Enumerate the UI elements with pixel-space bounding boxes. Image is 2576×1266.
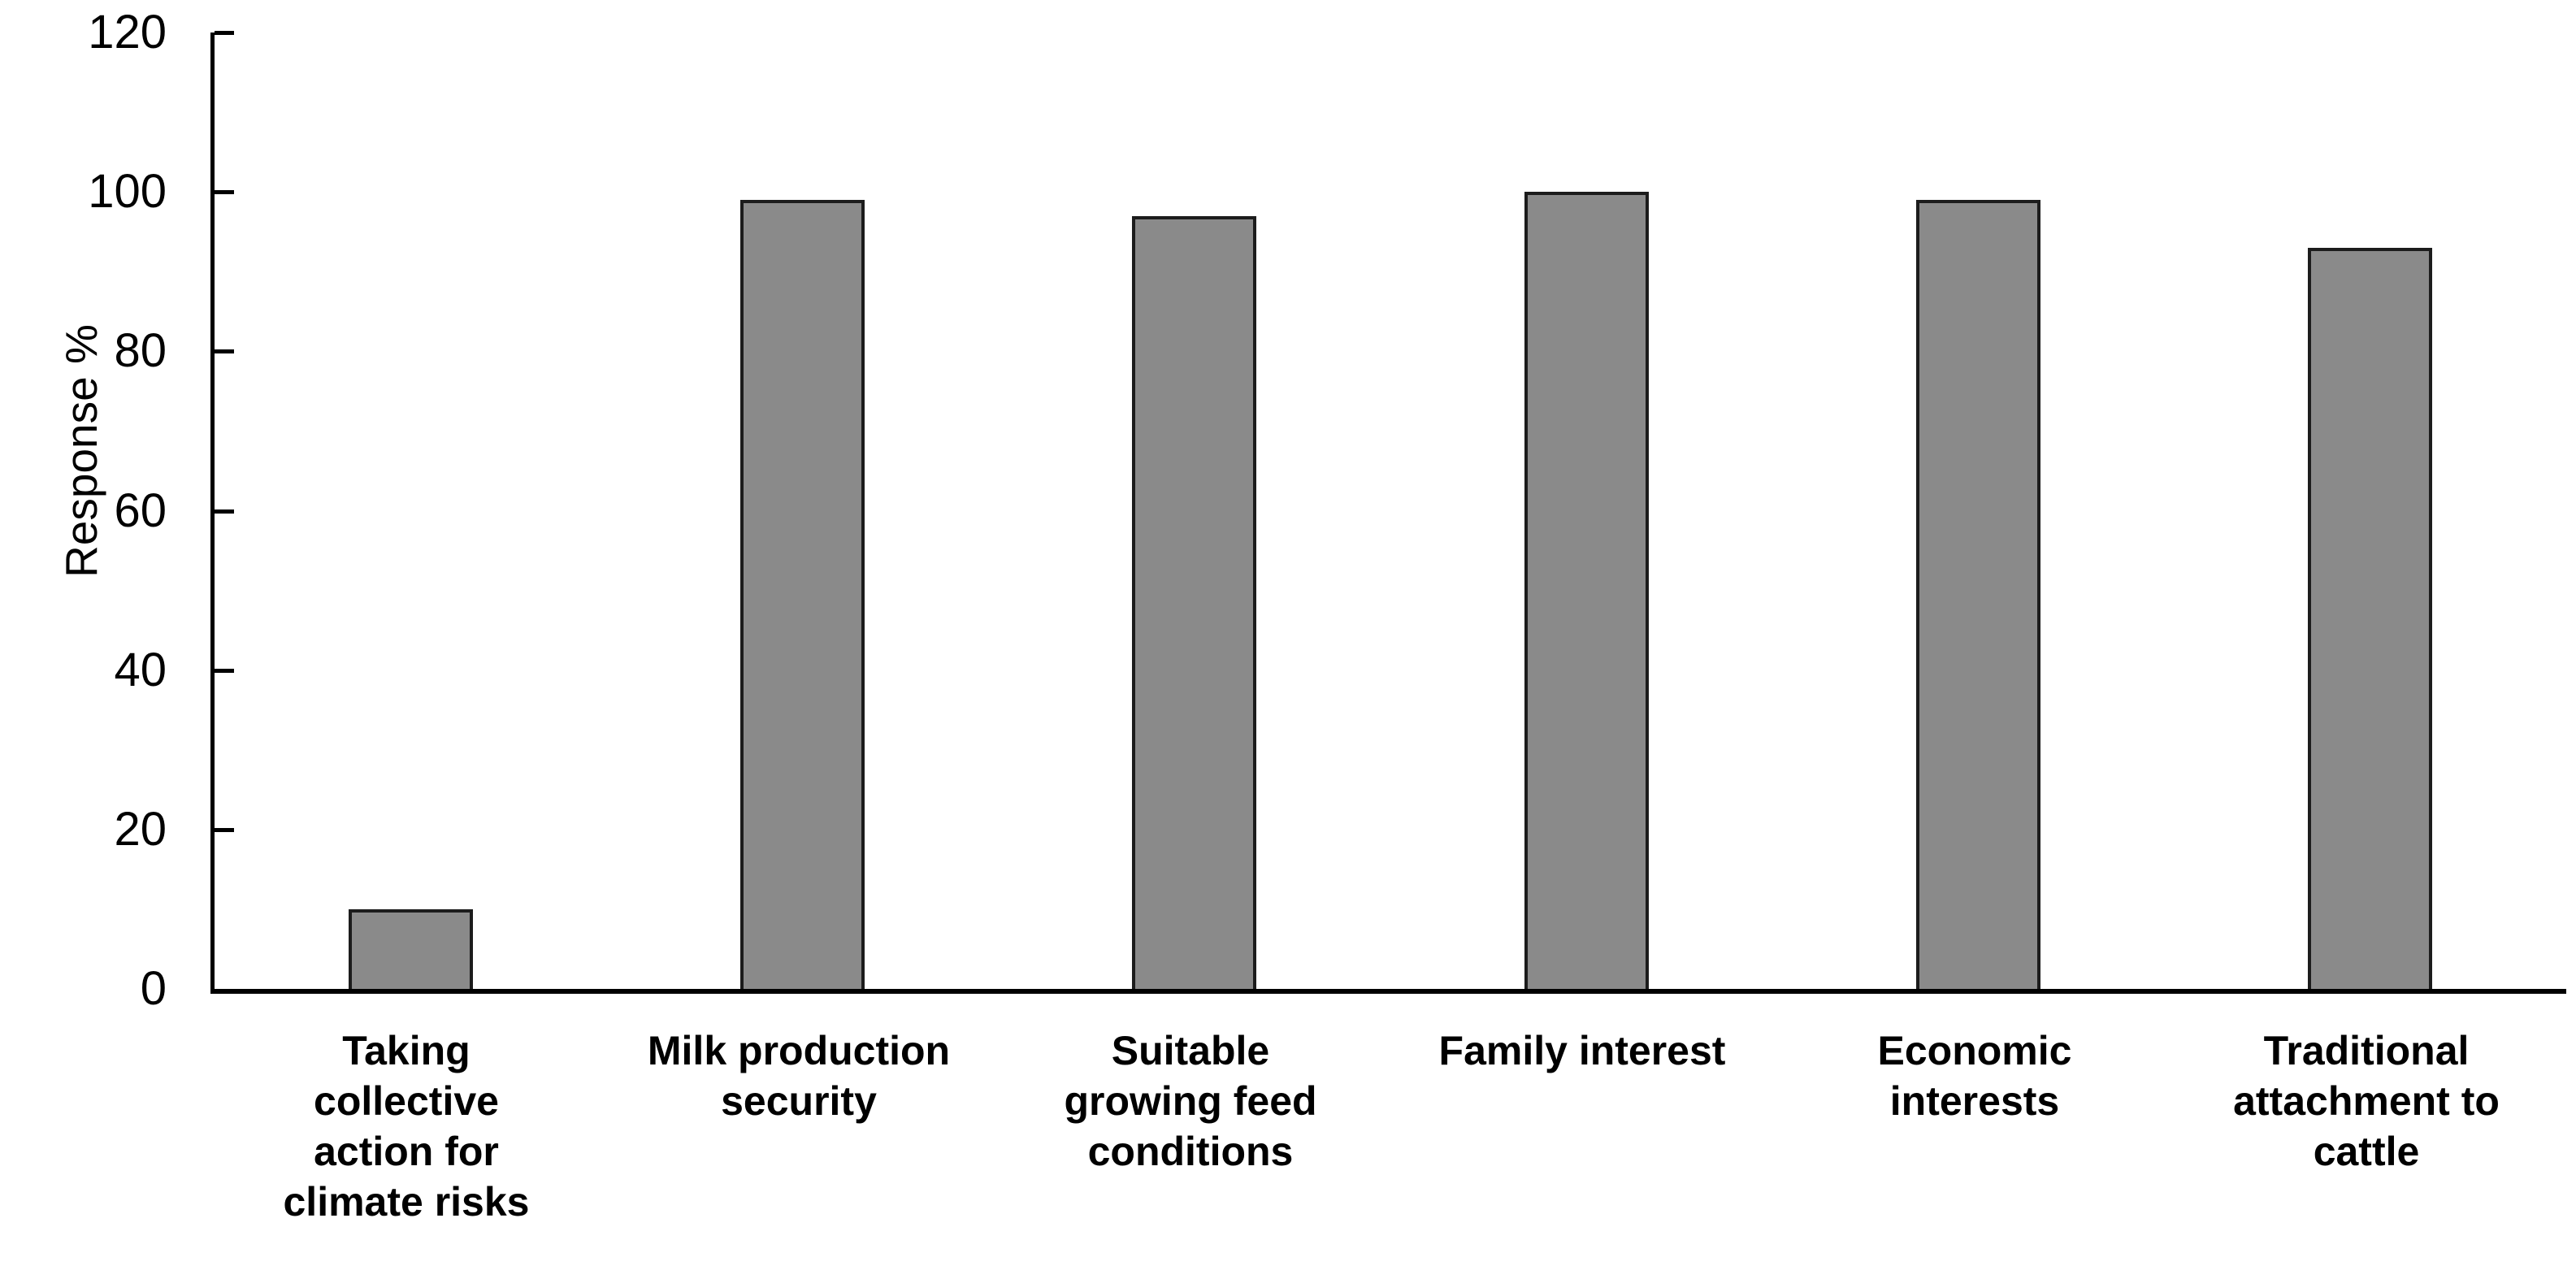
- x-category-label-line: attachment to: [2233, 1078, 2500, 1124]
- x-category-label-line: cattle: [2313, 1129, 2420, 1174]
- x-category-label-line: Traditional: [2263, 1028, 2470, 1073]
- bar: [349, 909, 473, 989]
- x-category-label-line: Economic: [1877, 1028, 2072, 1073]
- y-tick-label: 40: [114, 644, 167, 696]
- bar: [740, 200, 865, 989]
- x-category-label: Suitable growing feed conditions: [995, 1025, 1386, 1177]
- y-tick-mark: [215, 828, 234, 832]
- y-tick-mark: [215, 31, 234, 35]
- y-tick-label: 0: [140, 962, 167, 1015]
- x-category-label-line: Milk production: [647, 1028, 951, 1073]
- y-tick-label: 60: [114, 484, 167, 537]
- x-category-label: Traditional attachment to cattle: [2171, 1025, 2561, 1177]
- bar: [1916, 200, 2040, 989]
- x-category-label-line: Taking: [342, 1028, 471, 1073]
- x-category-label-line: interests: [1889, 1078, 2060, 1124]
- y-tick-label: 100: [88, 165, 167, 218]
- bar: [1132, 216, 1256, 989]
- x-category-label: Taking collective action for climate risks: [211, 1025, 601, 1227]
- x-category-label: Economic interests: [1780, 1025, 2170, 1126]
- y-tick-label: 20: [114, 803, 167, 856]
- x-category-label-line: security: [721, 1078, 877, 1124]
- bar: [1524, 192, 1649, 989]
- x-category-label-line: growing feed: [1064, 1078, 1317, 1124]
- x-category-label-line: Suitable: [1111, 1028, 1270, 1073]
- plot-area: [210, 31, 2566, 994]
- bar: [2308, 248, 2432, 989]
- x-category-label: Family interest: [1387, 1025, 1777, 1076]
- x-category-label-line: action for: [314, 1129, 499, 1174]
- y-tick-label: 80: [114, 324, 167, 377]
- y-tick-label: 120: [88, 6, 167, 59]
- x-category-label-line: conditions: [1087, 1129, 1294, 1174]
- x-category-label-line: collective: [314, 1078, 499, 1124]
- y-tick-mark: [215, 669, 234, 673]
- y-tick-mark: [215, 349, 234, 353]
- y-tick-mark: [215, 190, 234, 194]
- y-tick-mark: [215, 509, 234, 514]
- x-category-label-line: Family interest: [1438, 1028, 1726, 1073]
- x-category-label-line: climate risks: [283, 1179, 530, 1225]
- x-category-label: Milk production security: [604, 1025, 994, 1126]
